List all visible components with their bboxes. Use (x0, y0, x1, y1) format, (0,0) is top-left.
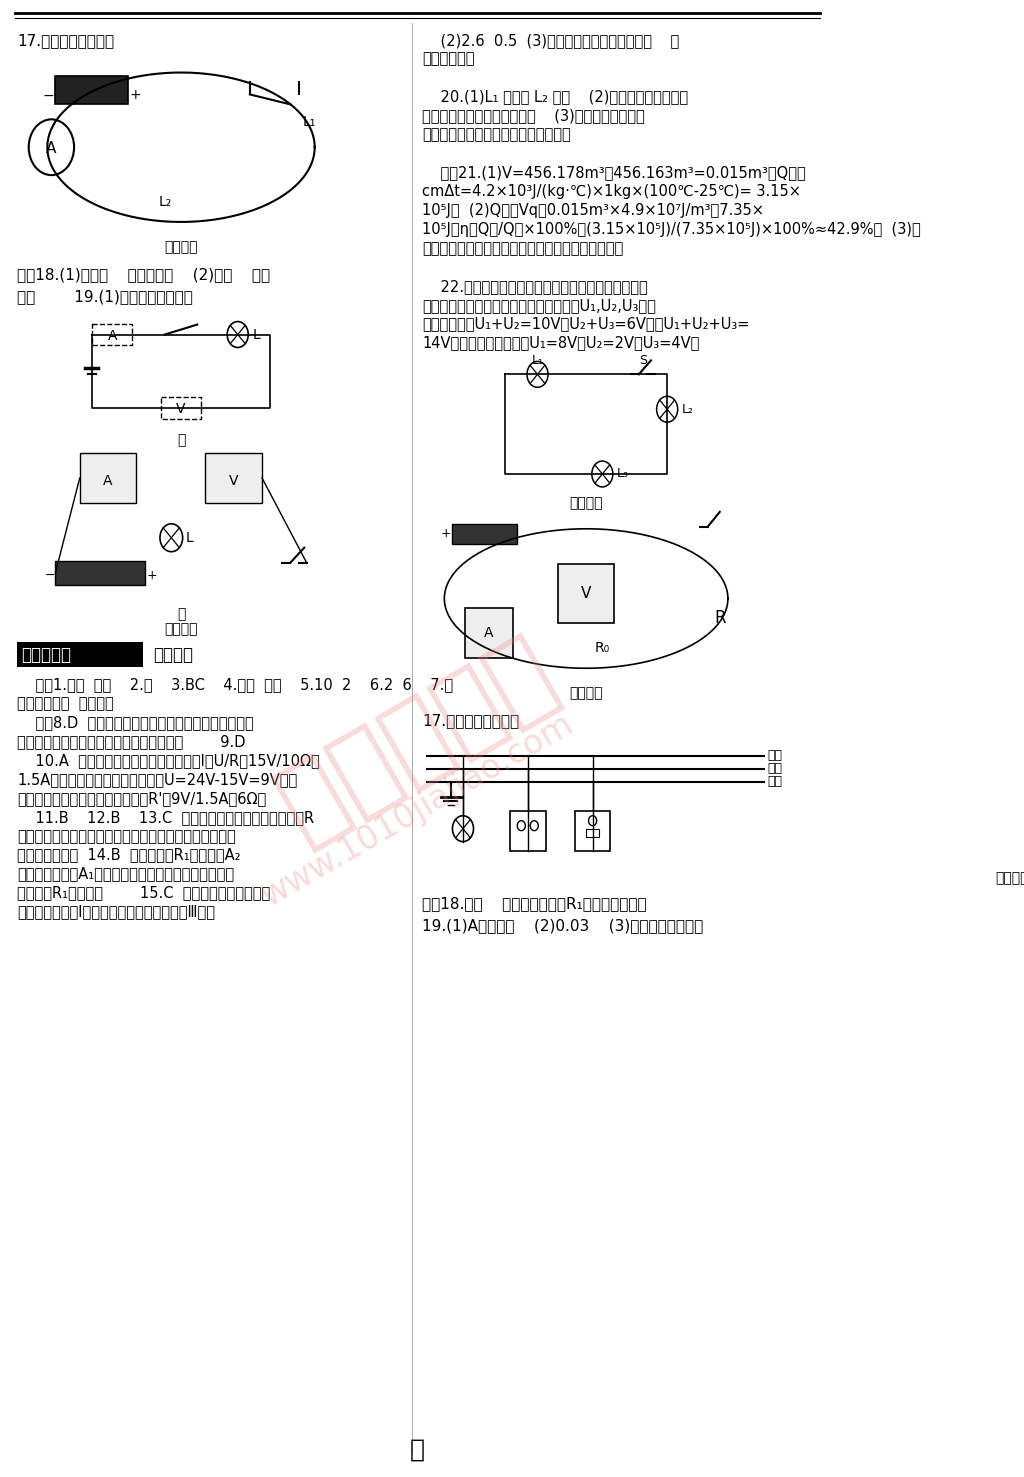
Text: V: V (229, 474, 239, 487)
Text: 卷答图６: 卷答图６ (164, 622, 198, 637)
Text: 火线: 火线 (768, 749, 782, 762)
Text: A: A (484, 626, 494, 641)
Text: 精英家教网: 精英家教网 (263, 623, 571, 857)
Text: A: A (103, 474, 113, 487)
Text: 22.由于电压表所在处可视为断路，等效电路图如卷: 22.由于电压表所在处可视为断路，等效电路图如卷 (423, 279, 648, 294)
Text: 指针偏转变大。  14.B  提示：由于R₁与电流表A₂: 指针偏转变大。 14.B 提示：由于R₁与电流表A₂ (17, 848, 241, 863)
Text: L₃: L₃ (616, 468, 629, 480)
Text: 以滑动变阻器接入的最小阻值应为R'＝9V/1.5A＝6Ω。: 以滑动变阻器接入的最小阻值应为R'＝9V/1.5A＝6Ω。 (17, 790, 266, 806)
Text: 🐢: 🐢 (410, 1437, 425, 1461)
Bar (586, 829, 599, 836)
Text: cmΔt=4.2×10³J/(kg·℃)×1kg×(100℃-25℃)= 3.15×: cmΔt=4.2×10³J/(kg·℃)×1kg×(100℃-25℃)= 3.1… (423, 185, 802, 199)
Text: 压等于各用电器两端电压之和    (3)应换用规格不同的: 压等于各用电器两端电压之和 (3)应换用规格不同的 (423, 108, 645, 124)
Bar (55, 561, 144, 585)
Text: 用的量程太小: 用的量程太小 (423, 52, 475, 66)
Text: 20.(1)L₁ 短路或 L₂ 断路    (2)串联电路中，电源电: 20.(1)L₁ 短路或 L₂ 断路 (2)串联电路中，电源电 (423, 90, 688, 105)
Bar (55, 77, 128, 105)
Text: 灯泡多做几次实验（或实验次数太少）: 灯泡多做几次实验（或实验次数太少） (423, 127, 571, 142)
Text: +: + (130, 89, 141, 102)
Bar (465, 609, 513, 659)
Bar (92, 323, 132, 346)
Text: 卷答图７: 卷答图７ (569, 496, 603, 510)
Text: 卷答图５: 卷答图５ (164, 239, 198, 254)
Text: 卷答图８: 卷答图８ (569, 687, 603, 700)
Text: A: A (46, 140, 56, 155)
Text: +: + (440, 527, 451, 541)
Text: 答图７所示。设三盏灯两端的电压分别为U₁,U₂,U₃，根: 答图７所示。设三盏灯两端的电压分别为U₁,U₂,U₃，根 (423, 298, 656, 313)
Bar (161, 397, 202, 419)
Text: 1.5A，滑动变阻器分得的最小电压U=24V-15V=9V，所: 1.5A，滑动变阻器分得的最小电压U=24V-15V=9V，所 (17, 772, 298, 787)
Text: L₂: L₂ (682, 403, 693, 415)
Text: 四、18.(1)温度计    温度的变化    (2)汽化    液化: 四、18.(1)温度计 温度的变化 (2)汽化 液化 (17, 267, 270, 282)
Text: 地线: 地线 (768, 775, 782, 789)
Text: 串联，而电流表A₁在干路，若两表示数相等，则两表都: 串联，而电流表A₁在干路，若两表示数相等，则两表都 (17, 867, 234, 882)
Text: 五、21.(1)V=456.178m³－456.163m³=0.015m³，Q吸＝: 五、21.(1)V=456.178m³－456.163m³=0.015m³，Q吸… (423, 165, 806, 180)
Text: 零线: 零线 (768, 762, 782, 775)
Bar (558, 564, 614, 623)
Text: L₂: L₂ (158, 195, 171, 210)
Text: −: − (42, 89, 54, 102)
Text: L: L (186, 530, 194, 545)
Bar (206, 453, 262, 502)
Text: 流表示数大小  横截面积: 流表示数大小 横截面积 (17, 696, 114, 710)
Text: L: L (252, 328, 260, 341)
Text: 第十五章: 第十五章 (154, 647, 194, 665)
Text: 19.(1)A（或左）    (2)0.03    (3)乳胶管被拉长的过: 19.(1)A（或左） (2)0.03 (3)乳胶管被拉长的过 (423, 919, 703, 933)
Text: S: S (639, 354, 647, 368)
Text: 14V，将三式联立，解得U₁=8V，U₂=2V，U₃=4V。: 14V，将三式联立，解得U₁=8V，U₂=2V，U₃=4V。 (423, 335, 699, 350)
Bar (80, 453, 136, 502)
Text: 17.如卷答图９所示。: 17.如卷答图９所示。 (423, 713, 519, 728)
Text: 大于        19.(1)如卷答图６所示。: 大于 19.(1)如卷答图６所示。 (17, 288, 194, 304)
Circle shape (29, 120, 74, 176)
Text: 变小，电路中总电阻变小，所以油量表（相当于电流表）: 变小，电路中总电阻变小，所以油量表（相当于电流表） (17, 829, 237, 843)
Text: −: − (45, 569, 55, 582)
Text: V: V (581, 586, 591, 601)
Text: 总电阻变大应在Ⅰ区，并联后总电阻变小应在Ⅲ区。: 总电阻变大应在Ⅰ区，并联后总电阻变小应在Ⅲ区。 (17, 904, 215, 919)
Text: 乙: 乙 (177, 607, 185, 622)
Text: L₁: L₁ (531, 354, 544, 368)
Text: +: + (147, 569, 158, 582)
Text: 二、8.D  提示：导体的电阻是导体本身的一种属性，: 二、8.D 提示：导体的电阻是导体本身的一种属性， (17, 715, 254, 730)
Text: 10.A  提示：用电器中通过的最大电流I＝U/R＝15V/10Ω＝: 10.A 提示：用电器中通过的最大电流I＝U/R＝15V/10Ω＝ (17, 753, 321, 768)
Text: 卷答图９: 卷答图９ (995, 871, 1024, 886)
Text: 四、18.不成    没有控制电阻箱R₁两端的电压不变: 四、18.不成 没有控制电阻箱R₁两端的电压不变 (423, 897, 647, 911)
Text: 甲: 甲 (177, 433, 185, 448)
Text: www.1010jiajiao.com: www.1010jiajiao.com (256, 707, 580, 913)
Text: R₀: R₀ (594, 641, 609, 656)
Text: 一、1.正比  反比    2.正    3.BC    4.变小  变大    5.10  2    6.2  6    7.电: 一、1.正比 反比 2.正 3.BC 4.变小 变大 5.10 2 6.2 6 … (17, 678, 454, 693)
Text: 10⁵J。  (2)Q放＝Vq＝0.015m³×4.9×10⁷J/m³＝7.35×: 10⁵J。 (2)Q放＝Vq＝0.015m³×4.9×10⁷J/m³＝7.35× (423, 202, 765, 219)
Text: 10⁵J，η＝Q吸/Q放×100%＝(3.15×10⁵J)/(7.35×10⁵J)×100%≈42.9%。  (3)水: 10⁵J，η＝Q吸/Q放×100%＝(3.15×10⁵J)/(7.35×10⁵J… (423, 222, 922, 236)
Bar (574, 811, 610, 851)
Text: R: R (714, 610, 726, 628)
Text: 是测通过R₁的电流。        15.C  提示：两电阻串联后，: 是测通过R₁的电流。 15.C 提示：两电阻串联后， (17, 885, 270, 901)
Bar (17, 642, 143, 668)
Text: (2)2.6  0.5  (3)电表的正、负接线柱接反了    选: (2)2.6 0.5 (3)电表的正、负接线柱接反了 选 (423, 32, 680, 47)
Text: 17.如卷答图５所示。: 17.如卷答图５所示。 (17, 32, 115, 47)
Text: 单元测评卷: 单元测评卷 (22, 647, 72, 665)
Text: 壶吸热；向空气散热；液化气不能完全燃烧；等等。: 壶吸热；向空气散热；液化气不能完全燃烧；等等。 (423, 241, 624, 256)
Bar (510, 811, 546, 851)
Text: 11.B    12.B    13.C  提示：油量增加后，浮标上浮，R: 11.B 12.B 13.C 提示：油量增加后，浮标上浮，R (17, 809, 314, 824)
Text: A: A (108, 328, 117, 343)
Text: V: V (176, 402, 185, 417)
Text: 与导体两端的电压和通过导体的电流无关。        9.D: 与导体两端的电压和通过导体的电流无关。 9.D (17, 734, 246, 749)
Text: 据题意可得，U₁+U₂=10V，U₂+U₃=6V，且U₁+U₂+U₃=: 据题意可得，U₁+U₂=10V，U₂+U₃=6V，且U₁+U₂+U₃= (423, 316, 750, 332)
Text: L₁: L₁ (302, 115, 316, 130)
Bar (453, 524, 517, 544)
